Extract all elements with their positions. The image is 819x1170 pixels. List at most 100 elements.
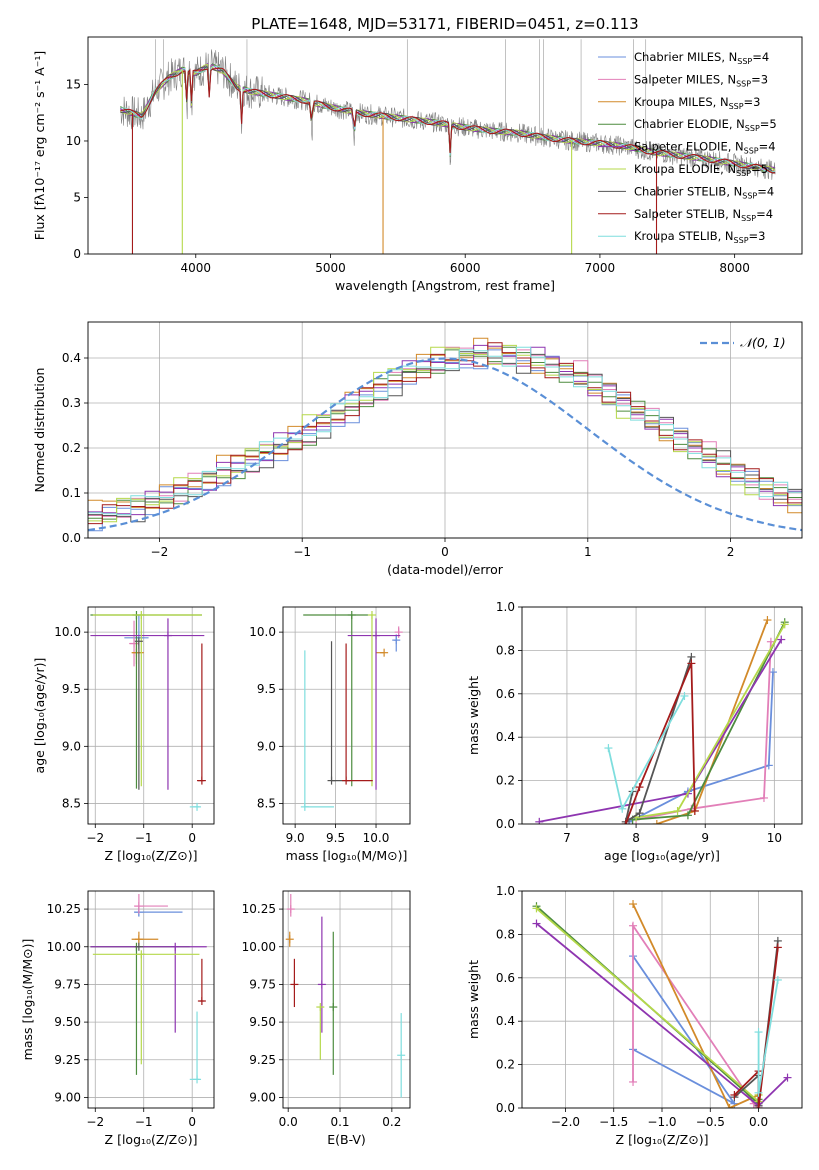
legend-nssp-value: =5 — [751, 162, 768, 176]
plot-area — [535, 616, 789, 824]
y-tick-label: 9.00 — [54, 1090, 81, 1104]
errorbar-point-2 — [131, 931, 159, 947]
legend-nssp-subscript: SSP — [736, 79, 751, 88]
x-axis-label: mass [log₁₀(M/M⊙)] — [286, 848, 408, 863]
errorbar-point-0 — [286, 894, 295, 917]
x-tick-label: 7000 — [585, 261, 616, 275]
plot-area — [285, 894, 406, 1098]
legend-nssp-value: =3 — [749, 229, 766, 243]
errorbar-point-4 — [90, 942, 207, 1033]
x-axis-label: age [log₁₀(age/yr)] — [604, 848, 720, 863]
mass-weight-line-2 — [632, 903, 759, 1108]
legend-nssp-value: =4 — [759, 140, 776, 154]
y-tick-label: 0.0 — [62, 531, 81, 545]
y-tick-label: 0.2 — [496, 1058, 515, 1072]
mass-weight-line-0 — [632, 955, 736, 1105]
legend-nssp-subscript: SSP — [729, 102, 744, 111]
y-tick-label: 1.0 — [496, 884, 515, 898]
legend-nssp-prefix: , N — [725, 207, 741, 221]
y-tick-label: 9.5 — [257, 682, 276, 696]
errorbar-point-6 — [134, 637, 143, 790]
y-tick-label: 9.00 — [249, 1090, 276, 1104]
x-axis-label: Z [log₁₀(Z/Z⊙)] — [105, 1132, 198, 1147]
histogram-series-4 — [88, 344, 802, 516]
x-axis-label: (data-model)/error — [387, 562, 504, 577]
y-tick-label: 10.0 — [54, 625, 81, 639]
x-axis-label: E(B-V) — [327, 1132, 366, 1147]
panel-massweight-vs-z: −2.0 −1.5 −1.0 −0.5 0.0 0.0 0.2 0.4 0.6 0.8 1.0 Z [… — [466, 884, 803, 1147]
legend-nssp-subscript: SSP — [745, 124, 760, 133]
y-tick-label: 9.75 — [249, 977, 276, 991]
y-tick-label: 0.0 — [496, 1101, 515, 1115]
legend-series-name: Chabrier STELIB — [634, 184, 726, 198]
x-tick-label: 0 — [188, 831, 196, 845]
y-axis-label: age [log₁₀(age/yr)] — [32, 658, 47, 774]
errorbar-point-0 — [392, 634, 401, 652]
y-tick-label: 9.50 — [54, 1015, 81, 1029]
errorbar-point-2 — [329, 931, 338, 1075]
panel-mass-vs-z: −2 −1 0 9.00 9.25 9.50 9.75 10.00 10.25 Z [log₁₀(… — [20, 890, 215, 1147]
legend-nssp-prefix: , N — [720, 72, 736, 86]
errorbar-point-1 — [134, 894, 168, 914]
x-tick-label: 2 — [727, 545, 735, 559]
errorbar-point-2 — [131, 641, 144, 665]
errorbar-point-4 — [347, 618, 401, 790]
errorbar-point-8 — [189, 1011, 202, 1084]
y-tick-label: 8.5 — [62, 796, 81, 810]
legend-nssp-subscript: SSP — [742, 191, 757, 200]
panel-age-vs-mass: 9.0 9.5 10.0 8.5 9.0 9.5 10.0 mass [log₁₀(M/M⊙)… — [249, 606, 411, 863]
legend-nssp-prefix: , N — [728, 140, 744, 154]
plot-area — [90, 610, 206, 811]
x-tick-label: 0 — [188, 1115, 196, 1129]
x-tick-label: 8 — [632, 831, 640, 845]
errorbar-point-7 — [197, 643, 206, 785]
histogram-series-6 — [88, 351, 802, 523]
y-tick-label: 0.6 — [496, 971, 515, 985]
y-tick-label: 0.0 — [496, 817, 515, 831]
errorbar-point-8 — [189, 802, 202, 811]
x-tick-label: −2 — [86, 1115, 104, 1129]
legend-series-name: Kroupa STELIB — [634, 229, 718, 243]
y-tick-label: 9.25 — [54, 1053, 81, 1067]
errorbar-point-4 — [316, 1003, 325, 1060]
mass-weight-line-8 — [757, 979, 779, 1093]
legend-nssp-value: =4 — [756, 207, 773, 221]
y-tick-label: 9.5 — [62, 682, 81, 696]
plot-area — [120, 39, 776, 254]
y-tick-label: 0.8 — [496, 927, 515, 941]
x-tick-label: −2 — [86, 831, 104, 845]
legend-label: Chabrier ELODIE, NSSP=5 — [634, 117, 777, 133]
x-tick-label: 0.1 — [330, 1115, 349, 1129]
y-tick-label: 0.2 — [496, 774, 515, 788]
x-tick-label: 7 — [563, 831, 571, 845]
legend-nssp-prefix: , N — [718, 229, 734, 243]
axes-frame — [521, 606, 803, 825]
x-axis-label: Z [log₁₀(Z/Z⊙)] — [105, 848, 198, 863]
errorbar-point-4 — [90, 618, 205, 790]
mass-weight-line-1 — [632, 922, 760, 1108]
mass-weight-line-0 — [628, 672, 774, 823]
y-tick-label: 9.0 — [62, 739, 81, 753]
errorbar-point-5 — [367, 610, 376, 787]
x-tick-label: 9.0 — [286, 831, 305, 845]
mass-weight-line-6 — [624, 656, 693, 824]
y-axis-label: mass weight — [466, 960, 481, 1039]
mass-weight-line-7 — [624, 663, 696, 824]
errorbar-point-3 — [303, 610, 368, 787]
x-tick-label: −0.5 — [696, 1115, 725, 1129]
errorbar-point-5 — [92, 610, 202, 787]
x-tick-label: −1 — [135, 1115, 153, 1129]
legend-nssp-subscript: SSP — [734, 236, 749, 245]
errorbar-point-2 — [376, 648, 389, 657]
y-tick-label: 0.6 — [496, 687, 515, 701]
legend: 𝒩(0, 1) — [700, 335, 786, 350]
y-tick-label: 5 — [73, 190, 81, 204]
errorbar-point-1 — [285, 931, 294, 947]
legend-nssp-value: =5 — [760, 117, 777, 131]
y-tick-label: 0.1 — [62, 486, 81, 500]
spectrum-data-line — [120, 49, 776, 180]
histogram-series-7 — [88, 342, 802, 525]
mass-weight-line-5 — [635, 623, 786, 819]
